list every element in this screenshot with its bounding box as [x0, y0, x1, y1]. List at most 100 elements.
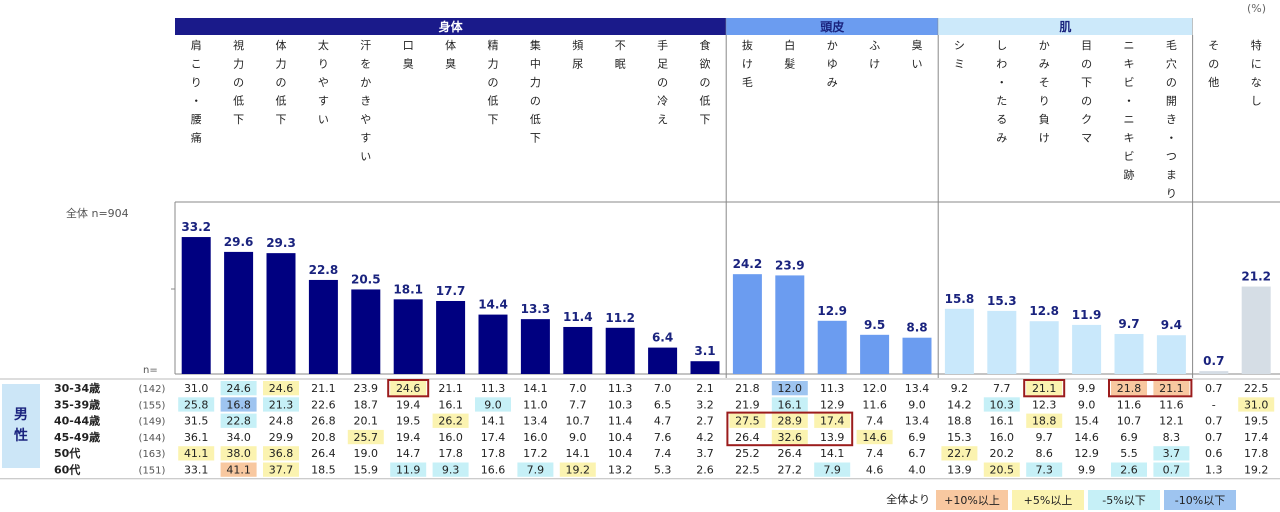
- cell-value: 20.2: [990, 447, 1015, 460]
- category-label-char: キ: [1124, 132, 1135, 145]
- category-label-char: ま: [1166, 169, 1177, 182]
- category-label-char: に: [1251, 58, 1262, 71]
- outline-box-1: [1023, 379, 1066, 398]
- cell-value: 7.7: [569, 398, 587, 411]
- cell-highlight: [263, 381, 299, 396]
- cell-highlight: [475, 397, 511, 412]
- category-label-char: ビ: [1124, 76, 1135, 89]
- legend-label-p5: +5%以上: [1024, 494, 1073, 507]
- cell-highlight: [941, 446, 978, 461]
- cell-value: 18.7: [354, 398, 379, 411]
- unit-label: (%): [1247, 2, 1266, 15]
- cell-value: 36.1: [184, 431, 209, 444]
- row-label-2: 40-44歳: [54, 414, 100, 428]
- cell-value: 11.3: [608, 382, 633, 395]
- group-label-2: 肌: [1058, 19, 1071, 34]
- cell-value: 0.7: [1205, 431, 1223, 444]
- category-label-char: 低: [530, 113, 541, 126]
- category-label-char: や: [360, 113, 371, 126]
- bar-value-label-19: 15.3: [987, 294, 1017, 308]
- cell-value: 11.4: [608, 415, 633, 428]
- cell-value: 16.1: [778, 398, 803, 411]
- cell-highlight: [390, 381, 427, 396]
- cell-highlight: [1026, 462, 1063, 477]
- cell-value: 12.0: [778, 382, 803, 395]
- group-header-0: [175, 18, 727, 35]
- category-label-char: そ: [1208, 39, 1219, 52]
- bar-value-label-6: 17.7: [436, 284, 466, 298]
- category-label-char: 足: [657, 58, 668, 71]
- category-label-char: か: [827, 39, 838, 52]
- bar-7: [478, 314, 508, 374]
- category-label-char: り: [318, 58, 329, 71]
- cell-highlight: [814, 462, 851, 477]
- cell-value: 14.2: [947, 398, 972, 411]
- cell-value: 17.4: [1244, 431, 1269, 444]
- cell-value: 7.9: [823, 464, 841, 477]
- cell-value: 7.6: [654, 431, 672, 444]
- cell-value: 13.9: [947, 464, 972, 477]
- bar-17: [902, 337, 932, 374]
- cell-value: 7.4: [654, 447, 672, 460]
- category-label-char: 下: [700, 113, 711, 126]
- cell-value: 26.4: [778, 447, 803, 460]
- row-n-0: (142): [139, 384, 166, 395]
- row-n-1: (155): [139, 400, 166, 411]
- cell-value: 13.4: [523, 415, 548, 428]
- cell-value: 9.3: [442, 464, 460, 477]
- cell-value: 9.9: [1078, 382, 1096, 395]
- cell-highlight: [1111, 462, 1147, 477]
- category-label-char: り: [1039, 95, 1050, 108]
- cell-value: 18.8: [1032, 415, 1057, 428]
- cell-highlight: [517, 462, 554, 477]
- row-n-2: (149): [139, 417, 166, 428]
- cell-highlight: [178, 446, 215, 461]
- cell-value: 22.5: [735, 464, 760, 477]
- cell-value: 11.9: [396, 464, 421, 477]
- category-label-char: 力: [276, 58, 287, 71]
- cell-value: 13.9: [820, 431, 845, 444]
- cell-value: 14.6: [862, 431, 887, 444]
- cell-highlight: [220, 462, 257, 477]
- cell-value: 5.5: [1120, 447, 1138, 460]
- cell-value: 4.7: [654, 415, 672, 428]
- cell-value: 21.8: [1117, 382, 1142, 395]
- outline-box-0: [387, 379, 430, 398]
- category-label-char: 力: [530, 76, 541, 89]
- cell-value: 19.4: [396, 431, 421, 444]
- category-label-char: ・: [1124, 95, 1135, 108]
- group-header-3: [1192, 18, 1278, 35]
- cell-value: 26.4: [735, 431, 760, 444]
- cell-highlight: [390, 462, 427, 477]
- cell-value: 14.1: [566, 447, 591, 460]
- category-label-char: 特: [1251, 38, 1262, 52]
- cell-highlight: [220, 413, 257, 428]
- bar-23: [1156, 335, 1186, 374]
- cell-value: 17.2: [523, 447, 548, 460]
- cell-value: 0.7: [1163, 464, 1181, 477]
- category-label-char: 毛: [1166, 39, 1177, 52]
- bar-value-label-12: 3.1: [694, 344, 715, 358]
- category-label-char: 穴: [1166, 57, 1177, 71]
- cell-value: 37.7: [269, 464, 294, 477]
- row-n-4: (163): [139, 449, 166, 460]
- cell-value: 22.6: [311, 398, 336, 411]
- cell-value: 21.8: [735, 382, 760, 395]
- cell-value: 33.1: [184, 464, 209, 477]
- cell-value: 11.0: [523, 398, 548, 411]
- category-label-char: 他: [1208, 76, 1219, 89]
- n-label: n=: [143, 365, 158, 376]
- bar-24: [1199, 371, 1229, 374]
- bar-20: [1029, 321, 1059, 374]
- cell-value: 24.6: [396, 382, 421, 395]
- row-label-0: 30-34歳: [54, 381, 100, 395]
- bar-4: [351, 289, 381, 374]
- cell-value: 8.6: [1035, 447, 1053, 460]
- cell-value: 4.2: [696, 431, 714, 444]
- category-label-char: す: [318, 95, 329, 108]
- category-label-char: 汗: [360, 39, 371, 52]
- cell-highlight: [856, 429, 893, 445]
- category-label-char: 口: [403, 39, 414, 52]
- cell-value: 11.3: [820, 382, 845, 395]
